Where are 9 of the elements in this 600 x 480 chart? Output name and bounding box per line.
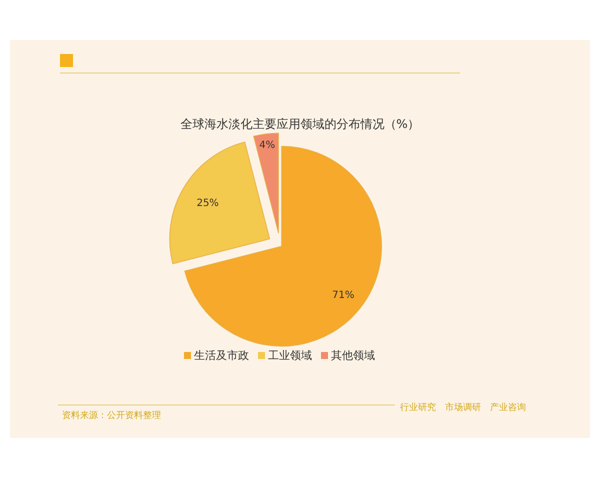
data-label: 71% [332, 290, 354, 302]
legend-label: 工业领域 [268, 349, 312, 362]
text: 资料来源：公开资料整理 [62, 410, 161, 421]
data-label: 25% [196, 198, 219, 210]
chart-title: 全球海水淡化主要应用领域的分布情况（%） [180, 117, 420, 131]
legend-label: 其他领域 [331, 349, 375, 362]
legend-label: 生活及市政 [194, 349, 249, 362]
data-label: 4% [259, 140, 276, 151]
text: 行业研究 市场调研 产业咨询 [400, 402, 526, 413]
